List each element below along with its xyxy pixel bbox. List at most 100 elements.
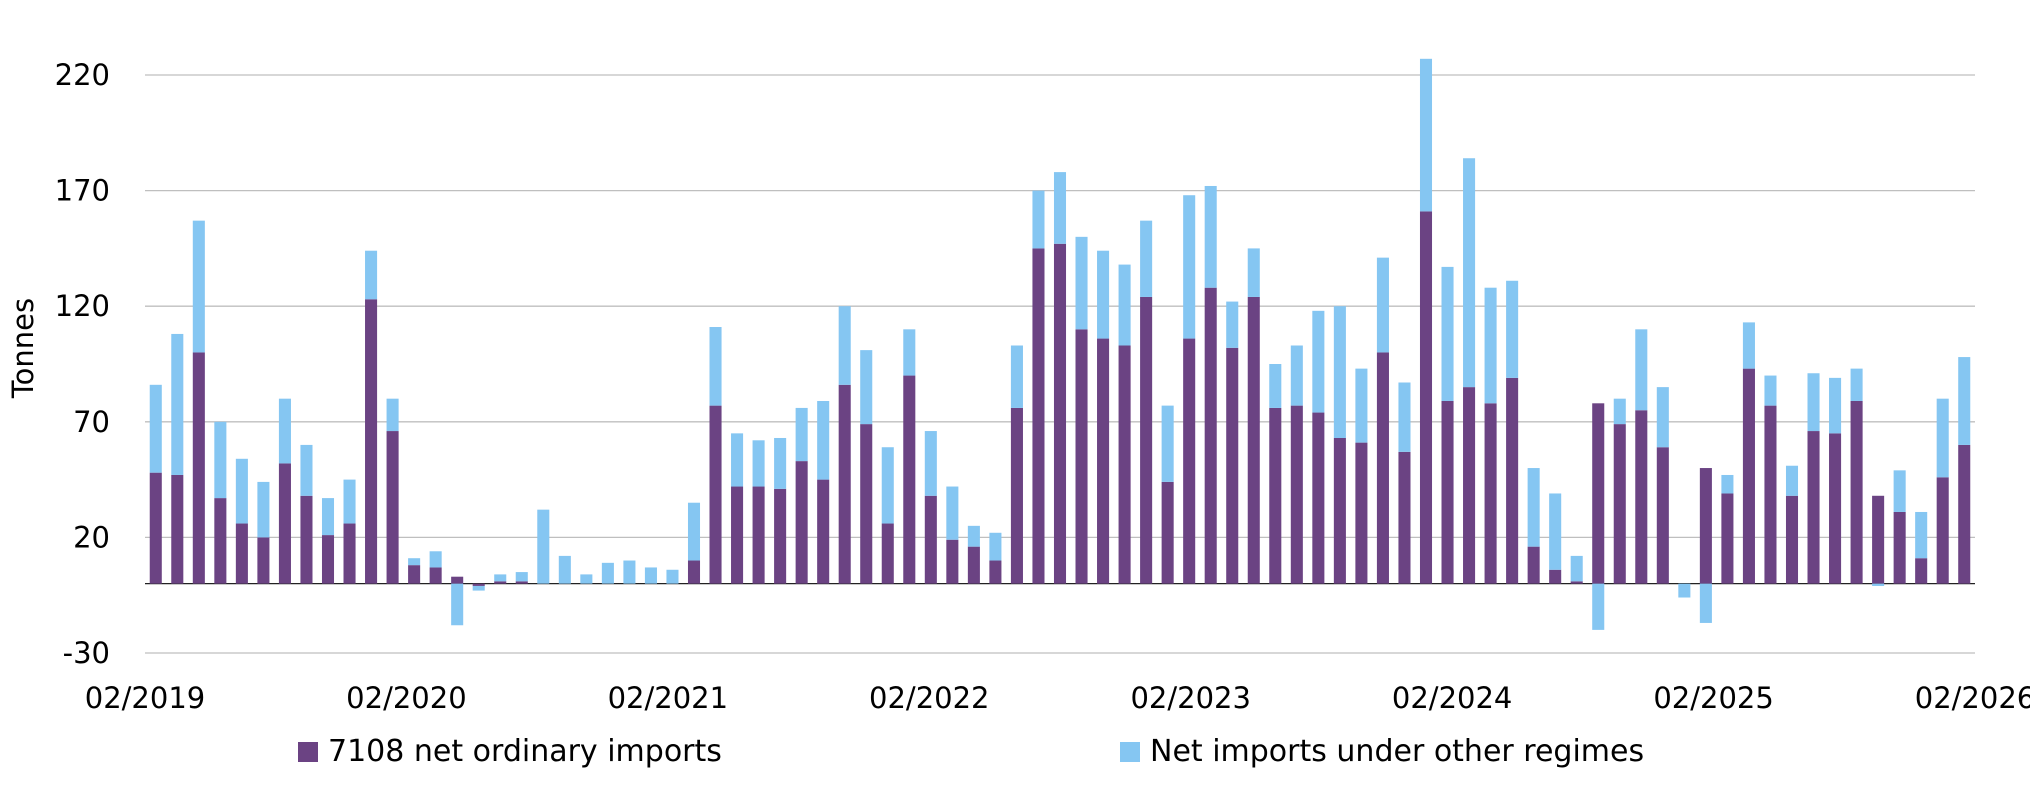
bar-other-regimes bbox=[149, 384, 162, 473]
bar-other-regimes bbox=[731, 433, 744, 487]
bar-ordinary-imports bbox=[817, 479, 830, 584]
bar-other-regimes bbox=[1484, 287, 1497, 404]
bar-other-regimes bbox=[1075, 236, 1088, 330]
bar-ordinary-imports bbox=[1053, 243, 1067, 584]
bar-ordinary-imports bbox=[1613, 424, 1626, 584]
bar-other-regimes bbox=[1527, 468, 1540, 547]
bar-other-regimes bbox=[1269, 364, 1282, 408]
bar-ordinary-imports bbox=[321, 535, 335, 584]
legend-label-ordinary: 7108 net ordinary imports bbox=[328, 734, 722, 769]
bar-ordinary-imports bbox=[1312, 412, 1325, 584]
x-tick-label: 02/2019 bbox=[85, 681, 205, 715]
bar-ordinary-imports bbox=[1936, 477, 1949, 584]
bar-other-regimes bbox=[1376, 257, 1389, 353]
bar-ordinary-imports bbox=[1247, 296, 1260, 584]
bar-other-regimes bbox=[1441, 266, 1454, 401]
bar-ordinary-imports bbox=[515, 581, 528, 584]
bar-other-regimes bbox=[365, 250, 378, 300]
bar-other-regimes bbox=[795, 407, 808, 462]
bar-other-regimes bbox=[278, 398, 291, 464]
bar-other-regimes bbox=[1398, 382, 1411, 452]
bar-ordinary-imports bbox=[1441, 400, 1454, 584]
bar-ordinary-imports bbox=[903, 375, 916, 584]
bar-other-regimes bbox=[1872, 583, 1885, 586]
bar-other-regimes bbox=[1226, 301, 1239, 348]
bar-other-regimes bbox=[429, 551, 442, 568]
bar-other-regimes bbox=[1592, 583, 1605, 630]
bar-other-regimes bbox=[1936, 398, 1949, 478]
bar-other-regimes bbox=[1850, 368, 1863, 401]
bar-ordinary-imports bbox=[214, 498, 227, 584]
bar-ordinary-imports bbox=[1915, 558, 1928, 584]
bar-ordinary-imports bbox=[752, 486, 765, 584]
bar-ordinary-imports bbox=[1893, 511, 1906, 584]
bar-other-regimes bbox=[989, 532, 1002, 561]
y-tick-label: 220 bbox=[55, 58, 110, 92]
bar-other-regimes bbox=[386, 398, 399, 432]
bar-ordinary-imports bbox=[774, 488, 787, 584]
y-tick-label: 20 bbox=[73, 520, 110, 554]
bar-other-regimes bbox=[623, 560, 636, 584]
bar-other-regimes bbox=[1032, 190, 1045, 249]
bar-ordinary-imports bbox=[1118, 345, 1131, 584]
bar-ordinary-imports bbox=[1376, 352, 1389, 584]
bar-other-regimes bbox=[946, 486, 959, 540]
bar-other-regimes bbox=[1958, 357, 1971, 445]
bar-ordinary-imports bbox=[171, 474, 184, 584]
bar-other-regimes bbox=[1118, 264, 1131, 346]
bar-other-regimes bbox=[1161, 405, 1174, 482]
bar-other-regimes bbox=[1699, 583, 1712, 623]
x-tick-label: 02/2026 bbox=[1915, 681, 2030, 715]
bar-other-regimes bbox=[515, 572, 528, 582]
bar-ordinary-imports bbox=[1742, 368, 1755, 584]
bar-other-regimes bbox=[214, 421, 227, 499]
bar-other-regimes bbox=[1915, 511, 1928, 559]
bar-ordinary-imports bbox=[881, 523, 894, 584]
bar-ordinary-imports bbox=[300, 495, 313, 584]
bar-ordinary-imports bbox=[386, 431, 399, 584]
bar-other-regimes bbox=[666, 569, 679, 584]
bar-other-regimes bbox=[300, 444, 313, 496]
bar-other-regimes bbox=[967, 525, 980, 547]
bar-ordinary-imports bbox=[343, 523, 356, 584]
bar-other-regimes bbox=[924, 431, 937, 496]
bar-other-regimes bbox=[580, 574, 593, 584]
bar-other-regimes bbox=[1549, 493, 1562, 570]
bar-ordinary-imports bbox=[1699, 468, 1712, 584]
bar-ordinary-imports bbox=[1333, 437, 1346, 584]
bar-other-regimes bbox=[1678, 583, 1691, 598]
bar-ordinary-imports bbox=[1226, 347, 1239, 584]
bar-other-regimes bbox=[1785, 465, 1799, 496]
bar-other-regimes bbox=[860, 350, 873, 425]
bar-other-regimes bbox=[1419, 58, 1433, 212]
x-axis-ticks: 02/2019 02/2020 02/2021 02/2022 02/2023 02/20… bbox=[85, 681, 2030, 715]
bar-other-regimes bbox=[817, 400, 830, 480]
bar-ordinary-imports bbox=[1140, 296, 1153, 584]
bar-other-regimes bbox=[601, 562, 614, 584]
bar-ordinary-imports bbox=[1764, 405, 1777, 584]
bar-other-regimes bbox=[687, 502, 701, 561]
y-tick-label: -30 bbox=[63, 636, 110, 670]
y-tick-label: 170 bbox=[55, 174, 110, 208]
x-tick-label: 02/2025 bbox=[1653, 681, 1773, 715]
bar-other-regimes bbox=[1355, 368, 1368, 443]
bar-other-regimes bbox=[558, 555, 571, 584]
bar-other-regimes bbox=[537, 509, 550, 584]
bar-other-regimes bbox=[1893, 470, 1906, 512]
bar-ordinary-imports bbox=[709, 405, 722, 584]
bar-ordinary-imports bbox=[472, 583, 485, 586]
bar-other-regimes bbox=[881, 447, 894, 524]
bar-other-regimes bbox=[644, 567, 657, 584]
bar-other-regimes bbox=[451, 583, 464, 626]
bar-ordinary-imports bbox=[1527, 546, 1540, 584]
bar-other-regimes bbox=[321, 498, 335, 536]
bar-ordinary-imports bbox=[365, 299, 378, 584]
bar-other-regimes bbox=[1807, 373, 1820, 432]
bar-other-regimes bbox=[1764, 375, 1777, 406]
bar-other-regimes bbox=[235, 458, 248, 524]
bar-ordinary-imports bbox=[1484, 403, 1497, 584]
bar-ordinary-imports bbox=[1419, 211, 1433, 584]
bar-other-regimes bbox=[1656, 387, 1669, 448]
bar-other-regimes bbox=[408, 558, 421, 566]
legend-label-other: Net imports under other regimes bbox=[1150, 734, 1645, 769]
